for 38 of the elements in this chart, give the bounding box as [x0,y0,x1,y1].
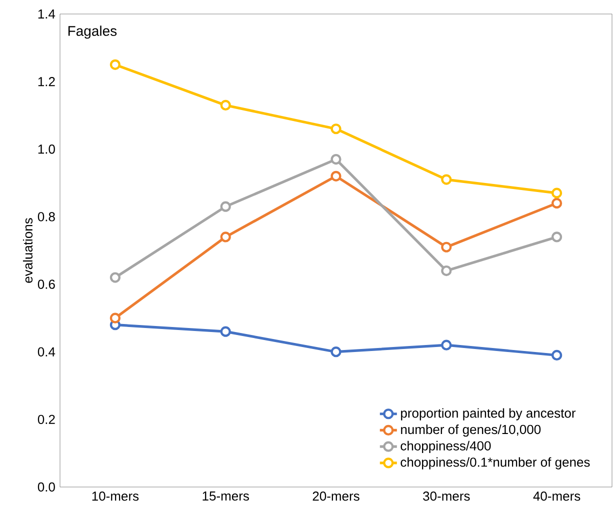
point [220,201,231,212]
point [441,340,452,350]
x-tick-label: 20-mers [312,492,360,501]
point [220,100,231,111]
point [552,188,562,198]
point [441,242,452,252]
point [110,312,120,324]
point [552,198,562,208]
legend-label: proportion painted by ancestor [401,408,576,420]
y-tick-label: 0.0 [38,482,55,492]
point [330,170,342,182]
x-tick-label: 30-mers [423,492,470,501]
y-tick-label: 0.6 [38,280,55,289]
point [330,346,342,358]
legend-label: choppiness/0.1*number of genes [400,457,590,470]
point [330,154,342,165]
y-tick-label: 0.8 [38,212,55,222]
point [330,124,342,134]
y-axis-title: evaluations [22,218,33,283]
point [220,232,231,242]
y-tick-label: 0.2 [38,414,55,424]
point [552,350,562,361]
legend-label: choppiness/400 [400,440,491,454]
point [220,326,231,337]
y-tick-label: 0.4 [38,347,56,356]
y-tick-label: 1.2 [38,77,55,86]
point [552,232,562,242]
y-tick-label: 1.0 [38,144,55,154]
point [110,272,120,283]
legend-label: number of genes/10,000 [401,424,541,437]
point [441,174,452,185]
y-tick-label: 1.4 [38,10,56,18]
x-tick-label: 10-mers [92,492,139,501]
x-tick-label: 15-mers [202,492,249,501]
x-tick-label: 40-mers [533,492,580,501]
text: Fagales [68,26,117,39]
point [441,265,452,276]
point [110,59,120,70]
